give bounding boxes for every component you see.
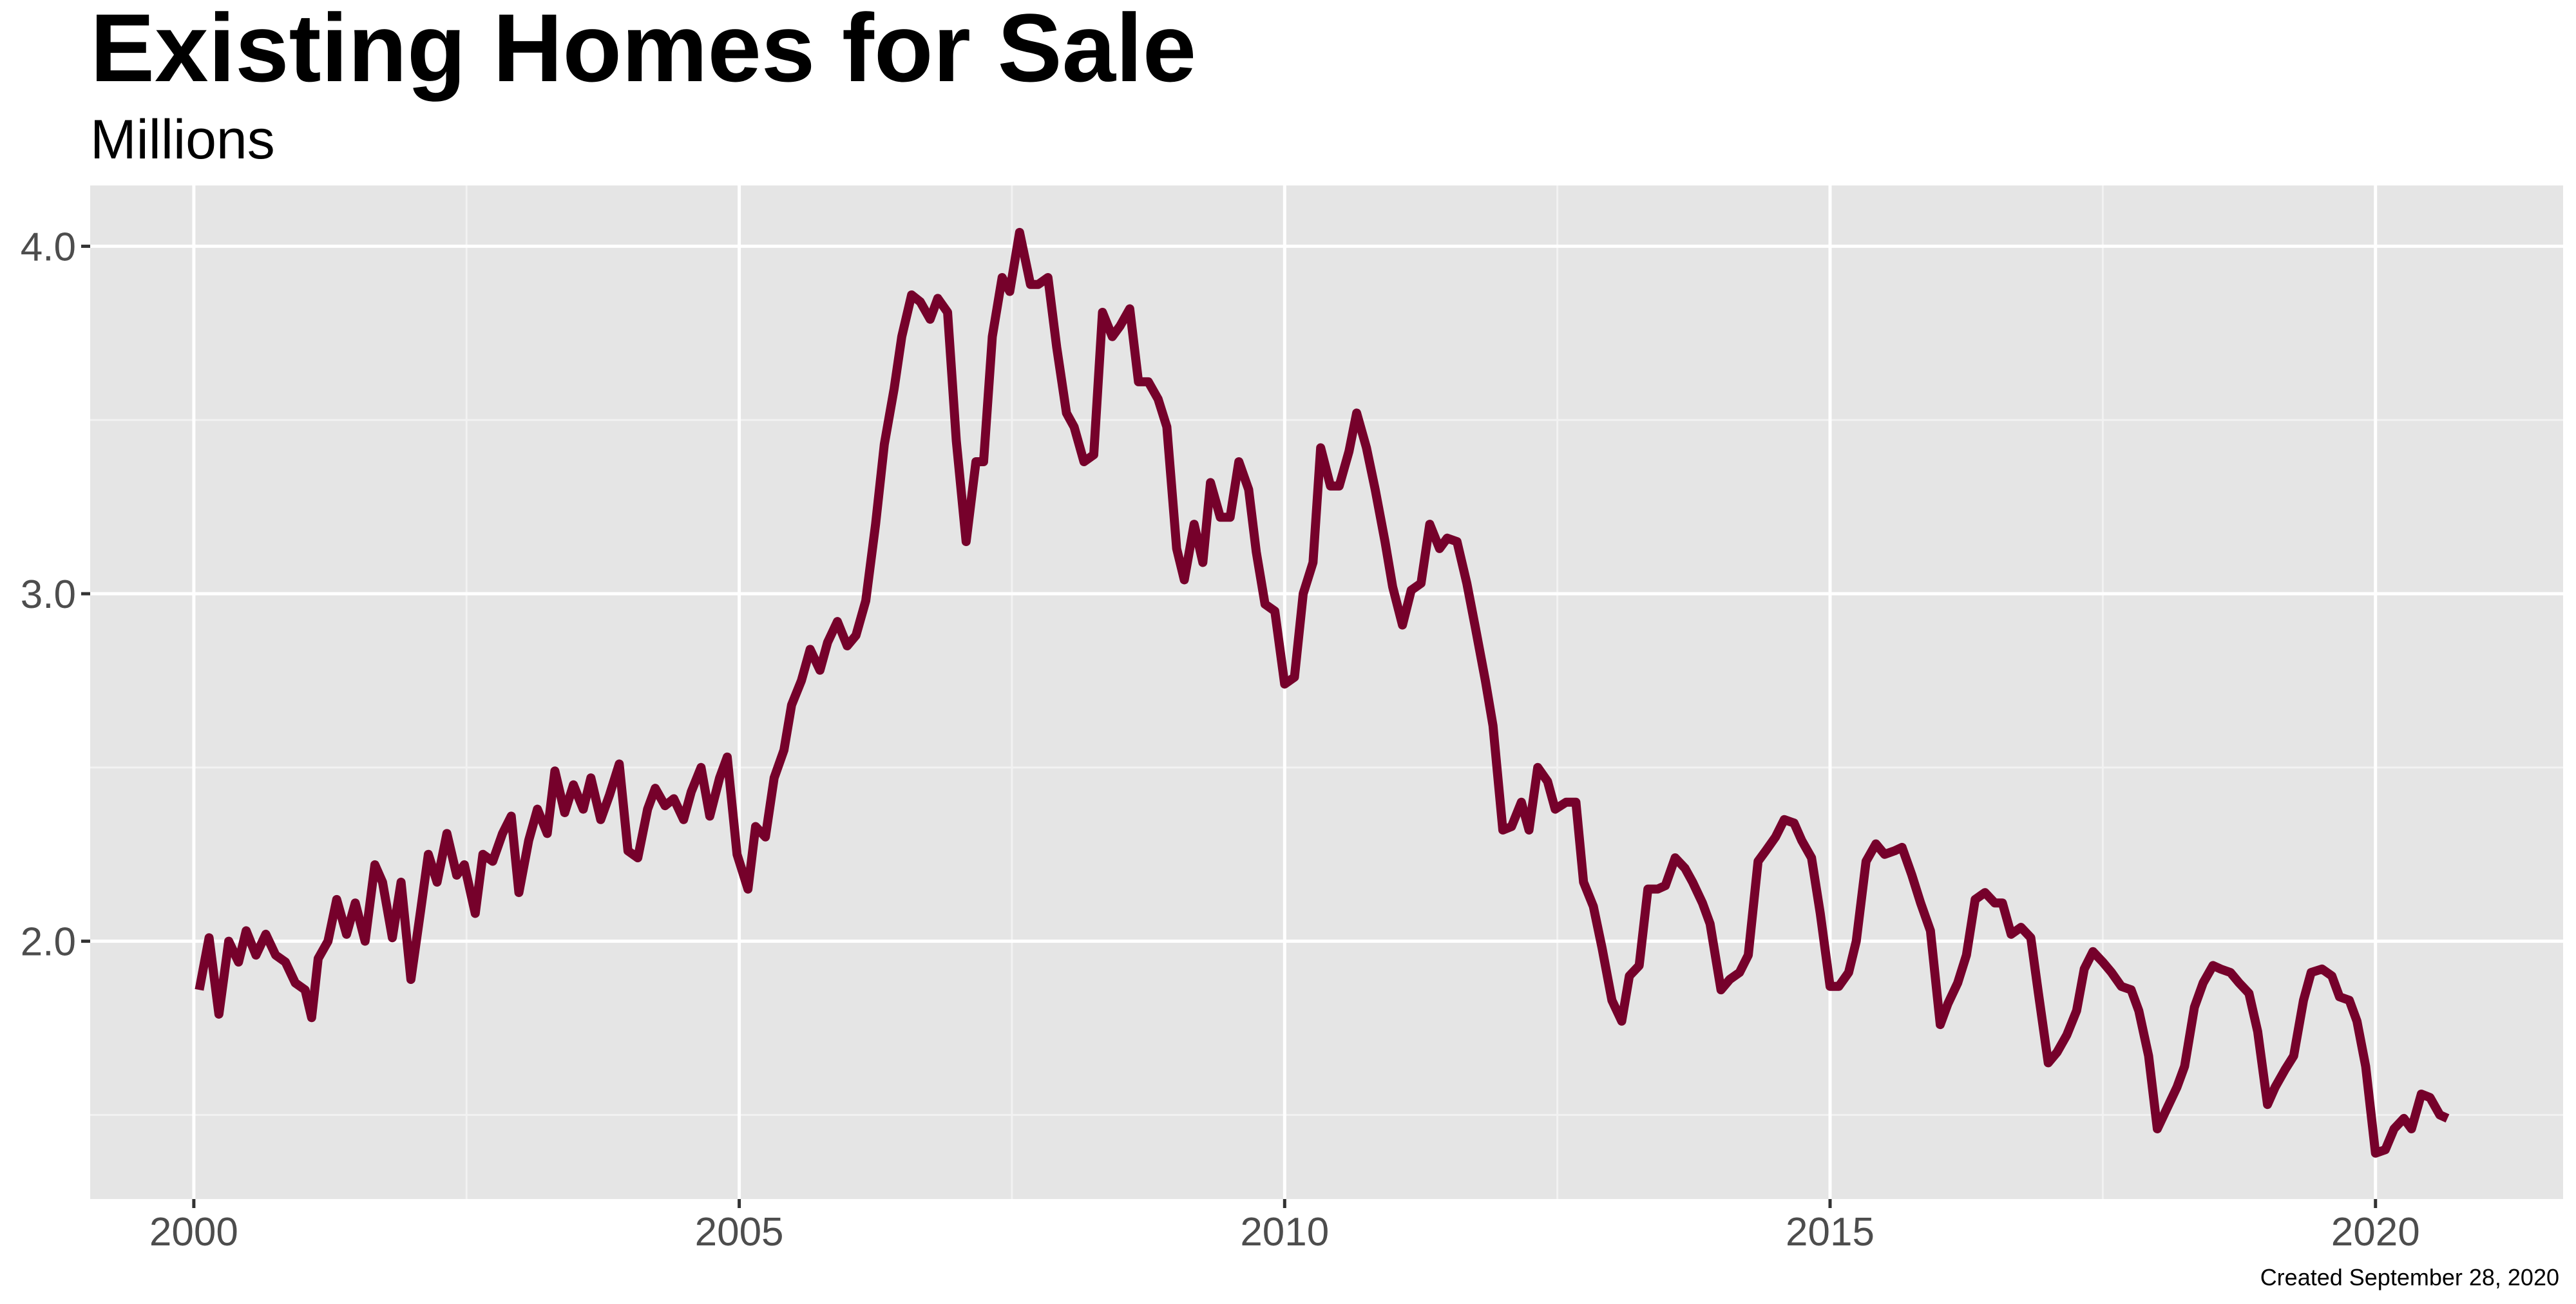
y-tick-label: 4.0	[21, 225, 76, 269]
x-tick-label: 2015	[1786, 1210, 1875, 1254]
x-tick-label: 2005	[695, 1210, 784, 1254]
x-tick-label: 2020	[2331, 1210, 2420, 1254]
marks	[195, 227, 2450, 1158]
axes: 2.0 3.0 4.0 2000 2005 2010 2015 2020	[21, 225, 2420, 1254]
x-tick-label: 2000	[149, 1210, 238, 1254]
caption: Created September 28, 2020	[2260, 1264, 2559, 1290]
chart-subtitle: Millions	[90, 109, 275, 171]
chart-title: Existing Homes for Sale	[90, 0, 1196, 102]
grid	[90, 185, 2563, 1199]
data-line	[195, 227, 2450, 1158]
y-tick-label: 3.0	[21, 572, 76, 617]
y-tick-label: 2.0	[21, 920, 76, 965]
x-tick-label: 2010	[1240, 1210, 1329, 1254]
plot-panel	[90, 185, 2563, 1199]
